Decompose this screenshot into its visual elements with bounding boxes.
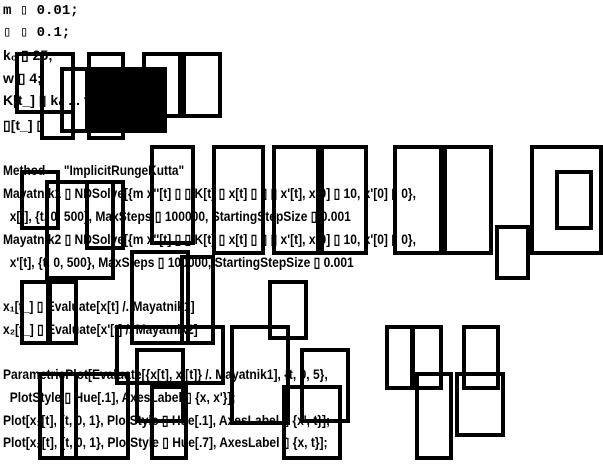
input-line-func[interactable]: ▯[t_] ▯ <box>3 117 45 133</box>
input-line-m[interactable]: m ▯ 0.01; <box>3 3 79 19</box>
input-line-gamma[interactable]: ▯ ▯ 0.1; <box>3 25 71 41</box>
input-line-w[interactable]: w ▯ 4; <box>3 70 42 86</box>
input-line-x1[interactable]: x₁[t_] ▯ Evaluate[x[t] /. Mayatnik1] <box>3 298 195 314</box>
input-line-plot-x2[interactable]: Plot[x₂[t], {t, 0, 1}, PlotStyle ▯ Hue[.… <box>3 434 328 450</box>
